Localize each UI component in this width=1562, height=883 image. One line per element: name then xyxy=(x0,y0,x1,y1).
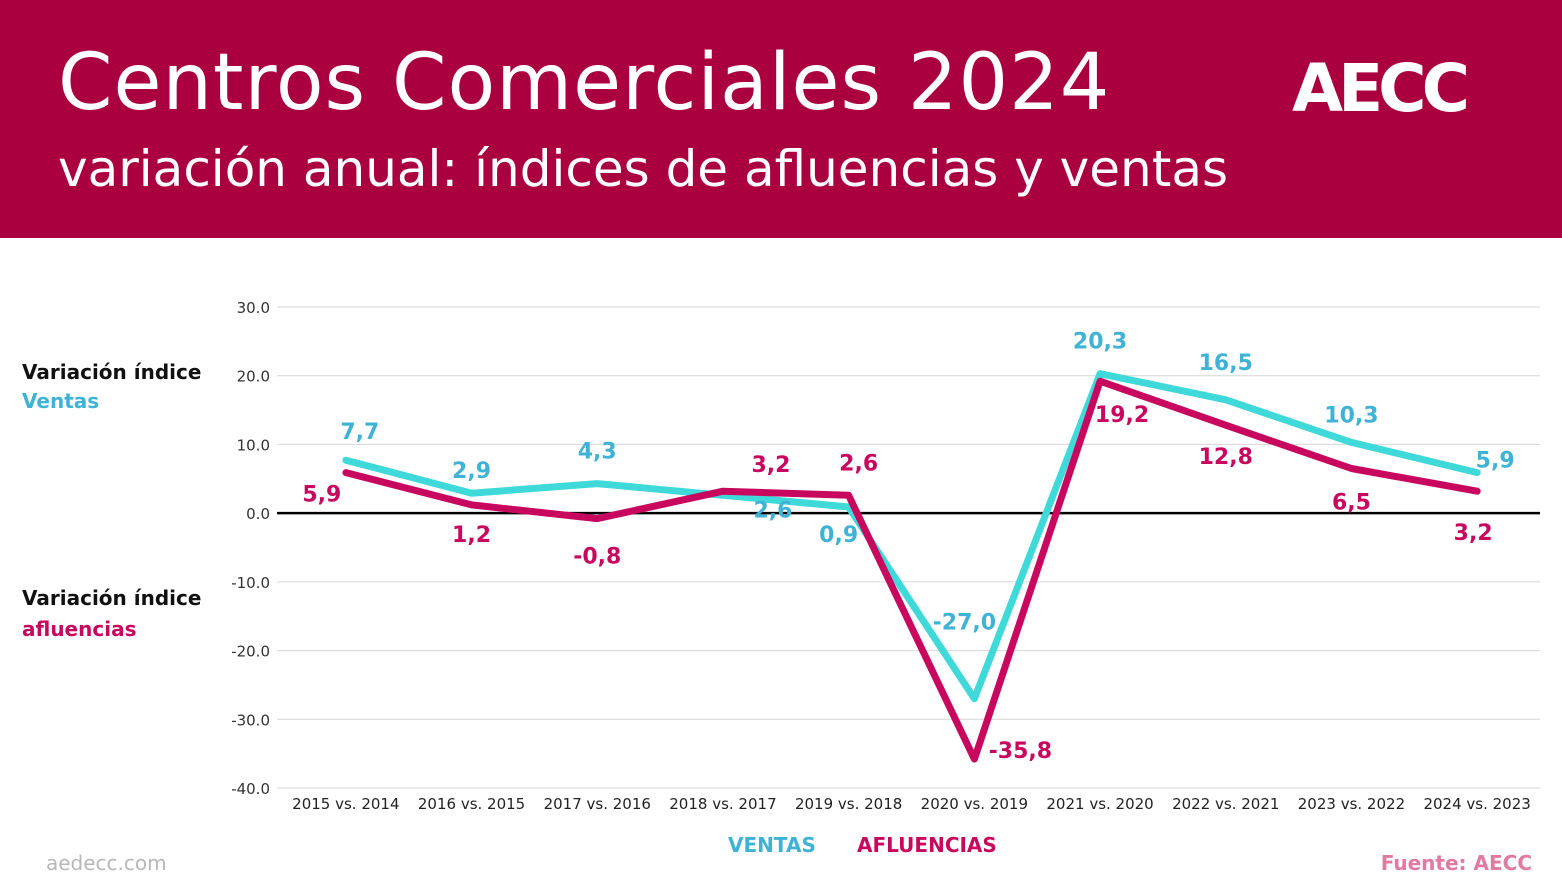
legend-afluencias: AFLUENCIAS xyxy=(857,833,997,857)
ventas-data-label: -27,0 xyxy=(933,611,996,636)
y-tick-label: -20.0 xyxy=(231,643,270,661)
afluencias-axis-label-line1: Variación índice xyxy=(22,586,202,610)
y-tick-label: -10.0 xyxy=(231,574,270,592)
afluencias-data-label: 12,8 xyxy=(1199,445,1253,470)
ventas-data-label: 5,9 xyxy=(1476,449,1515,474)
afluencias-data-label: 6,5 xyxy=(1332,490,1371,515)
x-tick-label: 2017 vs. 2016 xyxy=(544,795,651,813)
website-text: aedecc.com xyxy=(46,851,167,875)
ventas-data-label: 20,3 xyxy=(1073,330,1127,355)
x-tick-label: 2020 vs. 2019 xyxy=(921,795,1028,813)
afluencias-data-label: -35,8 xyxy=(989,739,1052,764)
x-tick-label: 2018 vs. 2017 xyxy=(669,795,776,813)
afluencias-data-label: 5,9 xyxy=(302,483,341,508)
ventas-data-label: 2,9 xyxy=(452,459,491,484)
source-text: Fuente: AECC xyxy=(1380,851,1532,875)
x-tick-label: 2021 vs. 2020 xyxy=(1046,795,1153,813)
y-tick-label: 20.0 xyxy=(237,368,270,386)
legend-ventas: VENTAS xyxy=(728,833,816,857)
x-tick-label: 2024 vs. 2023 xyxy=(1423,795,1530,813)
ventas-axis-label-line1: Variación índice xyxy=(22,360,202,384)
afluencias-data-label: 19,2 xyxy=(1095,403,1149,428)
ventas-data-label: 10,3 xyxy=(1324,403,1378,428)
header-banner: Centros Comerciales 2024 variación anual… xyxy=(0,0,1562,238)
afluencias-data-label: 3,2 xyxy=(751,453,790,478)
ventas-data-label: 4,3 xyxy=(578,440,617,465)
aecc-logo: AECC xyxy=(1292,50,1470,127)
ventas-axis-label-line2: Ventas xyxy=(22,389,100,413)
afluencias-data-label: 3,2 xyxy=(1454,521,1493,546)
afluencias-series-line xyxy=(342,377,1481,763)
x-tick-label: 2022 vs. 2021 xyxy=(1172,795,1279,813)
x-tick-label: 2016 vs. 2015 xyxy=(418,795,525,813)
page-subtitle: variación anual: índices de afluencias y… xyxy=(58,140,1229,198)
afluencias-data-label: -0,8 xyxy=(573,545,621,570)
y-tick-label: 30.0 xyxy=(237,299,270,317)
afluencias-data-label: 1,2 xyxy=(452,523,491,548)
ventas-series-line xyxy=(342,370,1481,703)
page-title: Centros Comerciales 2024 xyxy=(58,38,1111,128)
x-tick-label: 2019 vs. 2018 xyxy=(795,795,902,813)
x-tick-label: 2015 vs. 2014 xyxy=(292,795,399,813)
x-tick-label: 2023 vs. 2022 xyxy=(1298,795,1405,813)
y-tick-label: 10.0 xyxy=(237,436,270,454)
ventas-data-label: 7,7 xyxy=(340,420,379,445)
afluencias-axis-label-line2: afluencias xyxy=(22,617,137,641)
y-tick-label: -30.0 xyxy=(231,711,270,729)
y-tick-label: 0.0 xyxy=(246,505,270,523)
ventas-data-label: 2,6 xyxy=(753,498,792,523)
ventas-data-label: 16,5 xyxy=(1199,351,1253,376)
ventas-data-label: 0,9 xyxy=(819,523,858,548)
afluencias-data-label: 2,6 xyxy=(839,451,878,476)
y-tick-label: -40.0 xyxy=(231,780,270,798)
